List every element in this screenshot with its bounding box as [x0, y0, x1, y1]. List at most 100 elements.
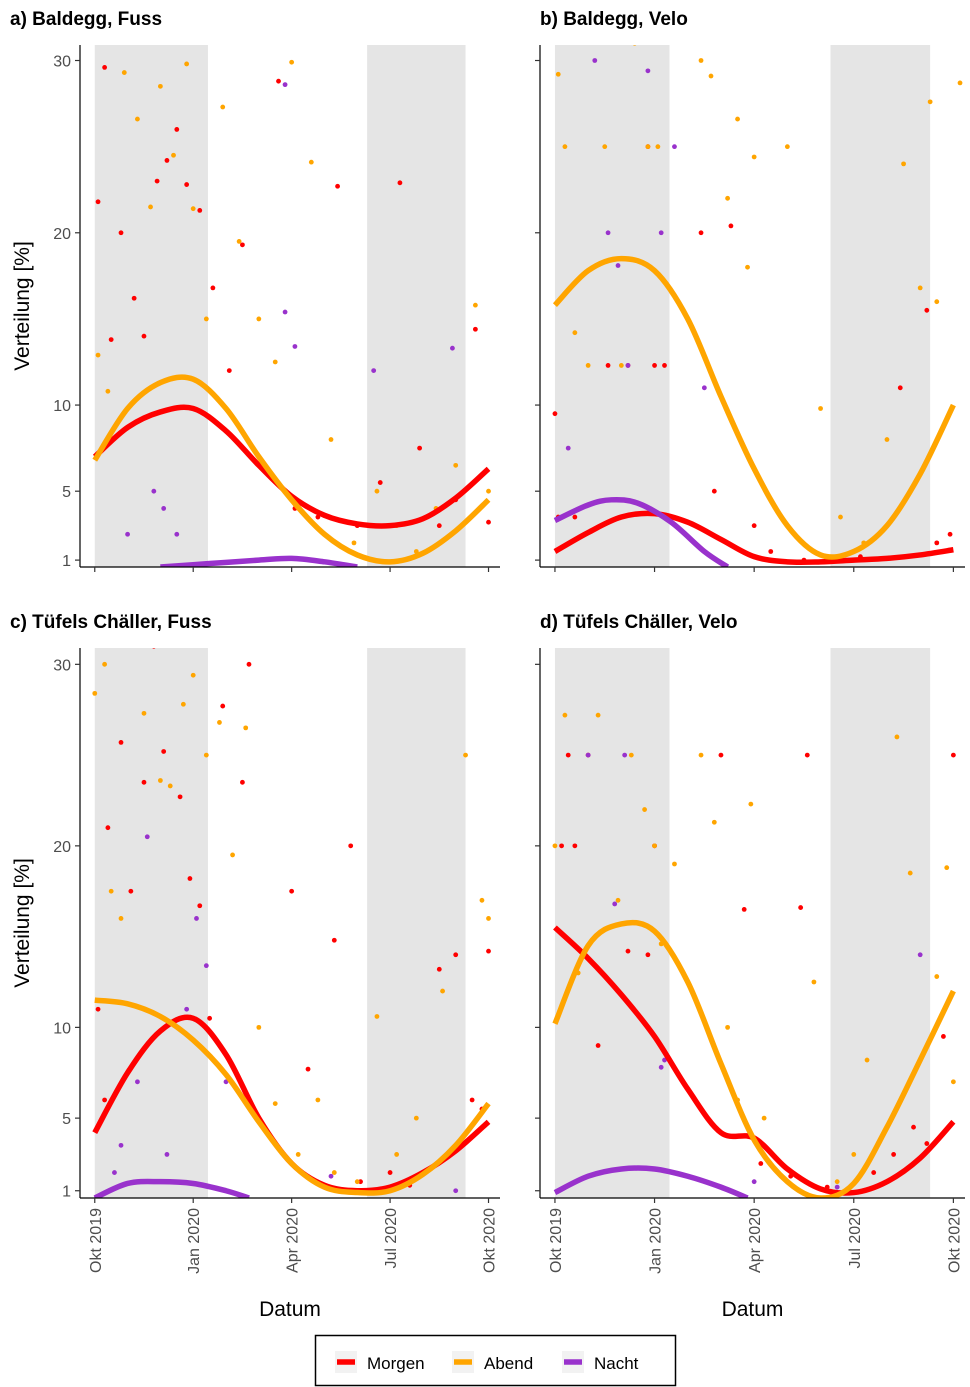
- data-point: [351, 540, 357, 546]
- x-tick-label: Okt 2019: [88, 1208, 105, 1273]
- data-point: [950, 752, 956, 758]
- data-point: [167, 783, 173, 789]
- data-point: [662, 363, 667, 368]
- data-point: [751, 523, 757, 529]
- data-point: [95, 199, 101, 205]
- shaded-period: [554, 45, 670, 567]
- data-point: [622, 752, 628, 758]
- data-point: [436, 523, 442, 529]
- x-tick-label: Okt 2019: [548, 1208, 565, 1273]
- data-point: [652, 843, 657, 849]
- data-point: [203, 316, 209, 322]
- data-point: [751, 154, 757, 160]
- data-point: [811, 979, 817, 985]
- x-tick-label: Jan 2020: [186, 1208, 203, 1274]
- data-point: [572, 843, 578, 849]
- data-point: [708, 73, 714, 79]
- data-point: [128, 888, 134, 894]
- trend-line: [92, 374, 491, 565]
- data-point: [472, 326, 478, 332]
- data-point: [658, 1064, 664, 1070]
- data-point: [562, 712, 568, 718]
- data-point: [625, 948, 631, 954]
- data-point: [552, 843, 558, 849]
- data-point: [479, 897, 485, 903]
- data-point: [924, 640, 929, 645]
- data-point: [834, 1179, 840, 1185]
- data-point: [894, 734, 900, 740]
- y-axis-title: Verteilung [%]: [11, 241, 34, 371]
- data-point: [463, 752, 468, 758]
- data-point: [184, 1006, 190, 1012]
- data-point: [157, 83, 163, 89]
- trend-line: [552, 919, 956, 1198]
- y-tick-label: 5: [62, 484, 71, 501]
- legend-box: [314, 1334, 677, 1387]
- data-point: [417, 445, 423, 451]
- data-point: [486, 916, 491, 921]
- data-point: [240, 242, 245, 248]
- data-point: [565, 752, 571, 758]
- data-point: [436, 966, 442, 972]
- trend-line: [552, 255, 956, 560]
- shaded-period: [367, 648, 466, 1198]
- data-point: [220, 104, 226, 110]
- data-point: [911, 1124, 916, 1130]
- data-point: [642, 807, 647, 812]
- y-tick-label: 5: [62, 1111, 71, 1128]
- data-point: [725, 195, 730, 201]
- data-point: [102, 1097, 108, 1103]
- trend-line: [553, 496, 730, 567]
- data-point: [901, 161, 906, 167]
- data-point: [698, 58, 704, 63]
- data-point: [295, 1152, 301, 1157]
- data-point: [184, 61, 190, 67]
- shaded-period: [830, 45, 931, 567]
- data-point: [141, 333, 147, 339]
- data-point: [135, 116, 140, 122]
- data-point: [125, 531, 130, 537]
- data-point: [354, 1179, 360, 1185]
- data-point: [197, 903, 203, 909]
- data-point: [174, 531, 180, 537]
- data-point: [236, 238, 242, 244]
- data-point: [240, 779, 245, 785]
- data-point: [328, 1173, 334, 1179]
- data-point: [472, 302, 478, 308]
- data-point: [174, 127, 180, 132]
- data-point: [864, 1057, 870, 1063]
- data-point: [394, 1152, 400, 1157]
- panel-title: d) Tüfels Chäller, Velo: [540, 612, 737, 633]
- data-point: [118, 230, 124, 236]
- data-point: [672, 144, 677, 150]
- data-point: [256, 316, 262, 322]
- data-point: [745, 264, 750, 270]
- data-point: [171, 152, 176, 158]
- data-point: [652, 363, 657, 368]
- data-point: [190, 672, 196, 678]
- data-point: [108, 337, 114, 342]
- data-point: [161, 506, 167, 511]
- data-point: [190, 206, 196, 212]
- data-point: [618, 363, 624, 368]
- data-point: [884, 437, 890, 442]
- shaded-period: [554, 648, 670, 1198]
- y-tick-label: 10: [53, 398, 71, 415]
- trend-line: [553, 510, 954, 566]
- data-point: [177, 794, 183, 800]
- data-point: [194, 916, 199, 921]
- data-point: [374, 1014, 380, 1019]
- data-point: [397, 180, 403, 186]
- data-point: [725, 1024, 730, 1030]
- data-point: [934, 540, 940, 546]
- data-point: [118, 739, 124, 745]
- data-point: [164, 1152, 170, 1157]
- data-point: [625, 363, 631, 368]
- data-point: [469, 1097, 475, 1103]
- data-point: [102, 64, 108, 70]
- y-axis-title: Verteilung [%]: [11, 858, 34, 988]
- data-point: [924, 307, 930, 313]
- data-point: [230, 852, 235, 858]
- data-point: [272, 1101, 278, 1107]
- data-point: [207, 1015, 213, 1021]
